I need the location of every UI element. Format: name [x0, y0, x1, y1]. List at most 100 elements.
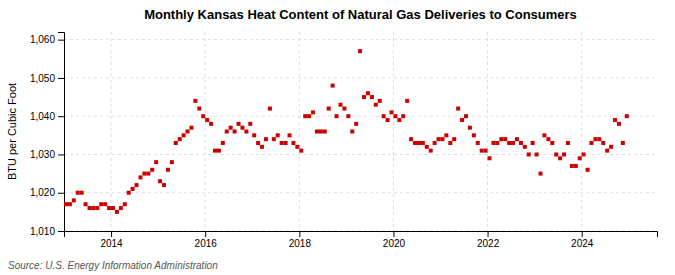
grid-line	[64, 192, 657, 193]
point	[468, 126, 472, 130]
point	[244, 130, 248, 134]
point	[205, 118, 209, 122]
point	[295, 145, 299, 149]
tick-mark	[582, 231, 583, 237]
grid-line	[393, 32, 394, 231]
point	[452, 137, 456, 141]
point	[527, 152, 531, 156]
point	[342, 107, 346, 111]
point	[193, 99, 197, 103]
grid-line	[64, 77, 657, 78]
point	[186, 130, 190, 134]
tick-mark	[58, 193, 64, 194]
tick: 2022	[477, 231, 500, 249]
point	[162, 183, 166, 187]
point	[354, 122, 358, 126]
tick-label: 2020	[383, 238, 406, 249]
point	[240, 126, 244, 130]
tick: 2020	[383, 231, 406, 249]
point	[605, 149, 609, 153]
point	[472, 133, 476, 137]
grid-line	[64, 154, 657, 155]
y-axis-label: BTU per Cubic Foot	[6, 83, 18, 180]
point	[562, 152, 566, 156]
point	[617, 122, 621, 126]
tick-label: 2018	[289, 238, 312, 249]
point	[95, 206, 99, 210]
point	[393, 114, 397, 118]
point	[346, 114, 350, 118]
point	[480, 149, 484, 153]
point	[154, 160, 158, 164]
point	[609, 145, 613, 149]
point	[299, 149, 303, 153]
tick-label: 2024	[571, 238, 594, 249]
grid-line	[299, 32, 300, 231]
point	[464, 114, 468, 118]
point	[80, 191, 84, 195]
point	[303, 114, 307, 118]
point	[460, 118, 464, 122]
point	[405, 99, 409, 103]
tick-mark	[58, 40, 64, 41]
tick: 1,030	[30, 149, 64, 160]
point	[107, 206, 111, 210]
tick-mark	[393, 231, 394, 237]
point	[417, 141, 421, 145]
point	[578, 156, 582, 160]
point	[115, 210, 119, 214]
point	[503, 137, 507, 141]
annotation: Source: U.S. Energy Information Administ…	[8, 260, 218, 271]
point	[484, 149, 488, 153]
tick-label: 1,030	[30, 149, 55, 160]
point	[103, 202, 107, 206]
point	[84, 202, 88, 206]
point	[158, 179, 162, 183]
point	[170, 160, 174, 164]
point	[252, 133, 256, 137]
point	[331, 84, 335, 88]
point	[229, 126, 233, 130]
point	[413, 141, 417, 145]
point	[433, 141, 437, 145]
point	[535, 152, 539, 156]
point	[590, 141, 594, 145]
point	[491, 141, 495, 145]
point	[138, 175, 142, 179]
points	[64, 49, 629, 214]
point	[476, 141, 480, 145]
point	[425, 145, 429, 149]
tick-mark	[58, 154, 64, 155]
point	[197, 107, 201, 111]
point	[127, 191, 131, 195]
point	[260, 145, 264, 149]
point	[123, 202, 127, 206]
tick-label: 2014	[100, 238, 123, 249]
point	[315, 130, 319, 134]
point	[319, 130, 323, 134]
grid-line	[111, 32, 112, 231]
tick-label: 1,050	[30, 73, 55, 84]
axis-line	[65, 232, 658, 238]
point	[507, 141, 511, 145]
point	[272, 137, 276, 141]
point	[119, 206, 123, 210]
point	[323, 130, 327, 134]
tick-mark	[58, 116, 64, 117]
point	[248, 122, 252, 126]
axis-line	[58, 33, 65, 232]
point	[511, 141, 515, 145]
point	[362, 95, 366, 99]
point	[221, 141, 225, 145]
point	[519, 141, 523, 145]
point	[237, 122, 241, 126]
point	[213, 149, 217, 153]
point	[586, 168, 590, 172]
point	[421, 141, 425, 145]
point	[625, 114, 629, 118]
point	[531, 141, 535, 145]
point	[570, 164, 574, 168]
tick-label: 1,010	[30, 226, 55, 237]
tick: 1,050	[30, 73, 64, 84]
point	[178, 137, 182, 141]
